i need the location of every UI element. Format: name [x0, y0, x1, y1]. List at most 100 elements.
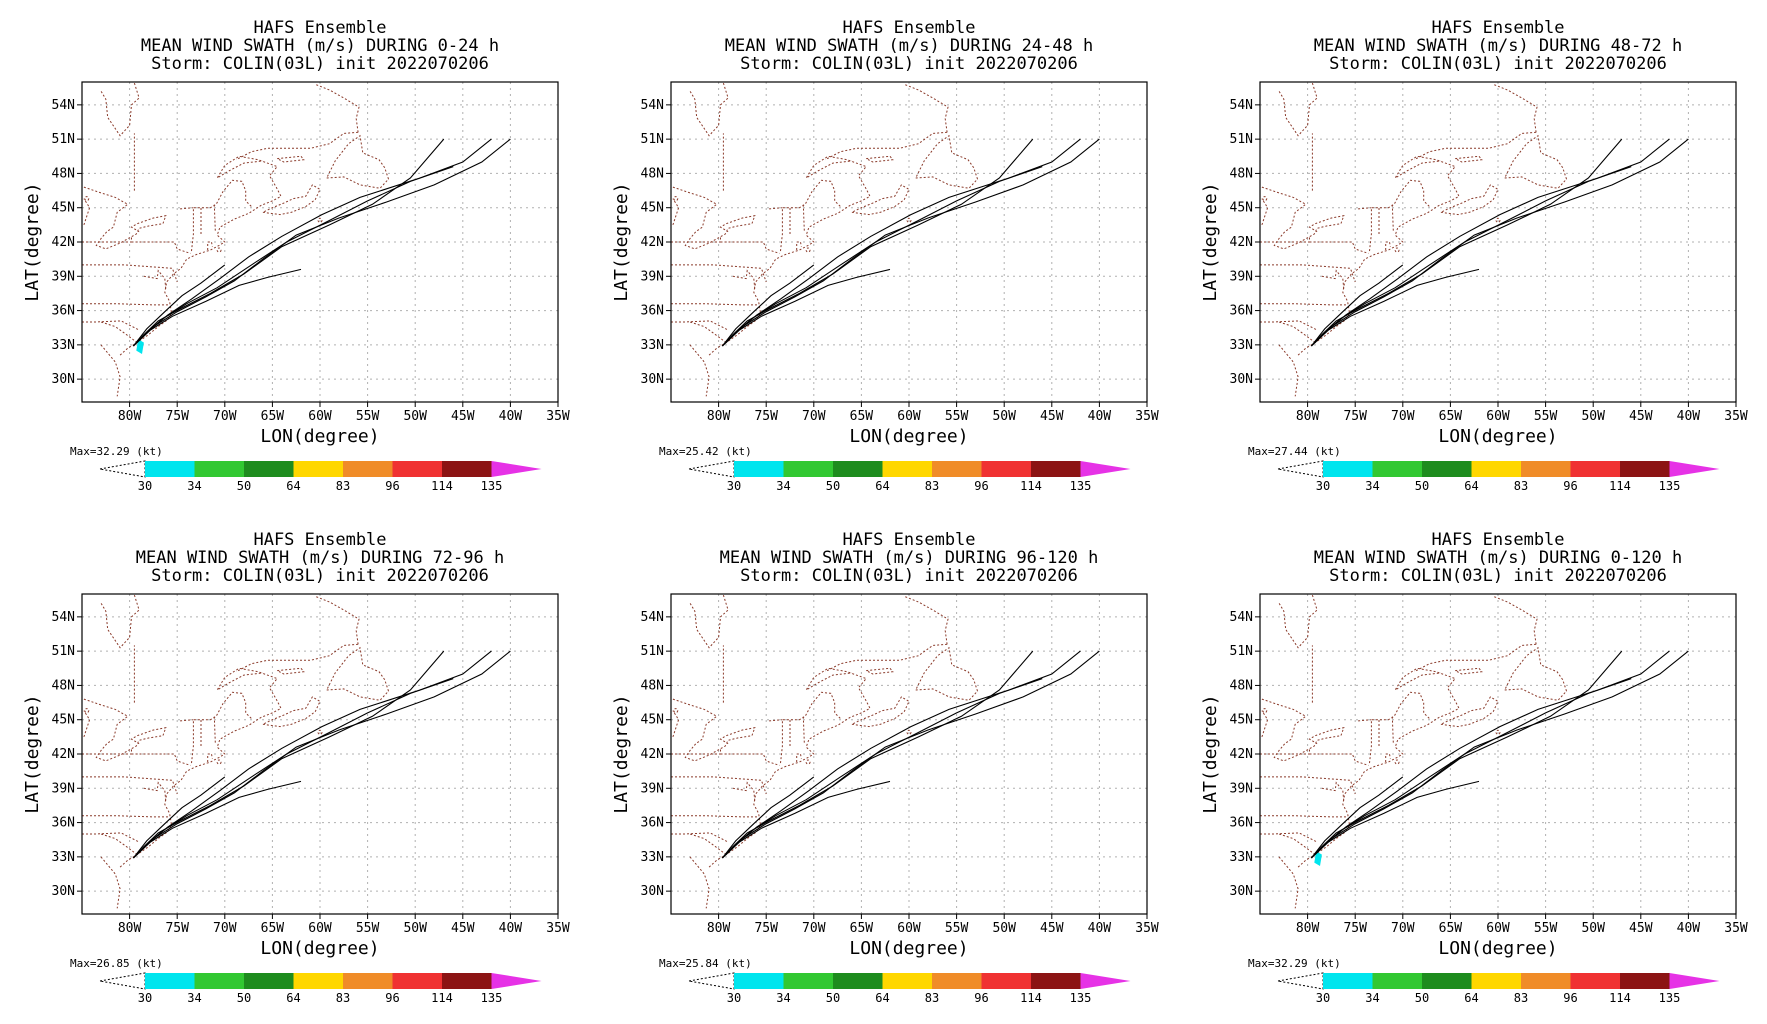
- lat-tick-label: 51N: [52, 132, 75, 147]
- title-line-2: MEAN WIND SWATH (m/s) DURING 96-120 h: [720, 548, 1099, 568]
- ensemble-track-6: [1311, 138, 1689, 347]
- lon-tick-label: 40W: [1088, 921, 1112, 936]
- max-wind-label: Max=27.44 (kt): [1248, 445, 1341, 458]
- map-panel-3: HAFS Ensemble MEAN WIND SWATH (m/s) DURIN…: [1178, 0, 1767, 512]
- max-wind-label: Max=25.84 (kt): [659, 957, 752, 970]
- ensemble-track-1: [132, 650, 445, 859]
- map-panel-5: HAFS Ensemble MEAN WIND SWATH (m/s) DURIN…: [589, 512, 1178, 1024]
- lon-tick-label: 40W: [499, 409, 523, 424]
- ensemble-track-1: [721, 138, 1034, 347]
- colorbar-level-label: 50: [237, 479, 251, 493]
- colorbar-level-label: 64: [1464, 479, 1478, 493]
- coastline: [1454, 155, 1483, 163]
- lon-tick-label: 60W: [308, 921, 332, 936]
- lon-tick-label: 35W: [1135, 409, 1159, 424]
- colorbar-level-label: 135: [1070, 479, 1092, 493]
- colorbar-level-label: 96: [1563, 991, 1577, 1005]
- coastline: [1278, 833, 1316, 856]
- coastline: [865, 667, 894, 675]
- lon-tick-label: 35W: [546, 409, 570, 424]
- lon-tick-label: 80W: [1296, 409, 1320, 424]
- coastline: [1278, 344, 1299, 397]
- coastline: [671, 748, 721, 755]
- max-wind-label: Max=25.42 (kt): [659, 445, 752, 458]
- colorbar-level-label: 135: [481, 991, 503, 1005]
- lon-tick-label: 65W: [850, 409, 874, 424]
- ensemble-track-3: [1311, 650, 1670, 859]
- coastline: [732, 781, 756, 801]
- lat-tick-label: 42N: [641, 747, 664, 762]
- colorbar-level-label: 96: [385, 479, 399, 493]
- lon-tick-label: 50W: [992, 409, 1016, 424]
- lat-tick-label: 36N: [52, 816, 75, 831]
- lat-tick-label: 45N: [641, 201, 664, 216]
- colorbar-level-label: 34: [1365, 479, 1379, 493]
- ensemble-track-3: [133, 650, 492, 859]
- coastline: [915, 646, 979, 701]
- title-line-3: Storm: COLIN(03L) init 2022070206: [740, 54, 1078, 74]
- lon-tick-label: 80W: [707, 409, 731, 424]
- colorbar-segment: [1422, 461, 1472, 477]
- colorbar-level-label: 135: [1070, 991, 1092, 1005]
- lon-tick-label: 75W: [1343, 409, 1367, 424]
- coastline: [1261, 198, 1269, 226]
- coastline: [1413, 643, 1537, 673]
- coastline: [326, 134, 390, 189]
- coastline: [851, 696, 910, 728]
- colorbar-segment: [1521, 973, 1571, 989]
- lat-tick-label: 39N: [641, 781, 664, 796]
- lon-tick-label: 50W: [1581, 921, 1605, 936]
- coastline: [1413, 131, 1537, 161]
- coastline: [82, 320, 140, 331]
- colorbar-level-label: 83: [925, 991, 939, 1005]
- coastline: [100, 321, 138, 344]
- colorbar-level-label: 83: [1514, 991, 1528, 1005]
- coastline: [1260, 776, 1356, 795]
- ensemble-track-2: [1311, 166, 1632, 347]
- ensemble-track-4: [721, 776, 815, 859]
- coastline: [262, 696, 321, 728]
- lon-tick-label: 65W: [850, 921, 874, 936]
- lon-tick-label: 40W: [499, 921, 523, 936]
- lat-tick-label: 54N: [1230, 610, 1253, 625]
- lon-tick-label: 70W: [802, 921, 826, 936]
- lon-tick-label: 60W: [897, 921, 921, 936]
- x-axis-label: LON(degree): [1438, 938, 1557, 959]
- coastline: [1297, 155, 1460, 356]
- lat-tick-label: 42N: [52, 747, 75, 762]
- coastline: [672, 698, 756, 762]
- colorbar-high-arrow: [1080, 973, 1131, 989]
- ensemble-track-6: [722, 650, 1100, 859]
- coastline: [1260, 832, 1318, 843]
- map-panel-4: HAFS Ensemble MEAN WIND SWATH (m/s) DURIN…: [0, 512, 589, 1024]
- lon-tick-label: 65W: [1439, 409, 1463, 424]
- island: [1262, 708, 1268, 714]
- coastline: [119, 667, 282, 868]
- coastline: [1278, 82, 1318, 137]
- coastline: [851, 184, 910, 216]
- lat-tick-label: 48N: [1230, 166, 1253, 181]
- coastline: [672, 198, 680, 226]
- colorbar-low-arrow: [99, 972, 146, 990]
- lon-tick-label: 60W: [897, 409, 921, 424]
- lon-tick-label: 55W: [1534, 409, 1558, 424]
- colorbar-segment: [734, 973, 784, 989]
- coastline: [207, 753, 213, 762]
- coastline: [82, 264, 178, 283]
- lat-tick-label: 39N: [1230, 269, 1253, 284]
- coastline: [315, 83, 360, 133]
- coastline: [671, 264, 767, 283]
- colorbar-level-label: 34: [776, 991, 790, 1005]
- title-line-3: Storm: COLIN(03L) init 2022070206: [1329, 566, 1667, 586]
- ensemble-track-1: [1310, 138, 1623, 347]
- lat-tick-label: 51N: [1230, 644, 1253, 659]
- lat-tick-label: 42N: [52, 235, 75, 250]
- colorbar-level-label: 50: [826, 991, 840, 1005]
- colorbar-segment: [882, 461, 932, 477]
- colorbar-level-label: 30: [1316, 991, 1330, 1005]
- coastline: [1454, 667, 1483, 675]
- y-axis-label: LAT(degree): [611, 182, 632, 301]
- lon-tick-label: 75W: [165, 409, 189, 424]
- lat-tick-label: 51N: [1230, 132, 1253, 147]
